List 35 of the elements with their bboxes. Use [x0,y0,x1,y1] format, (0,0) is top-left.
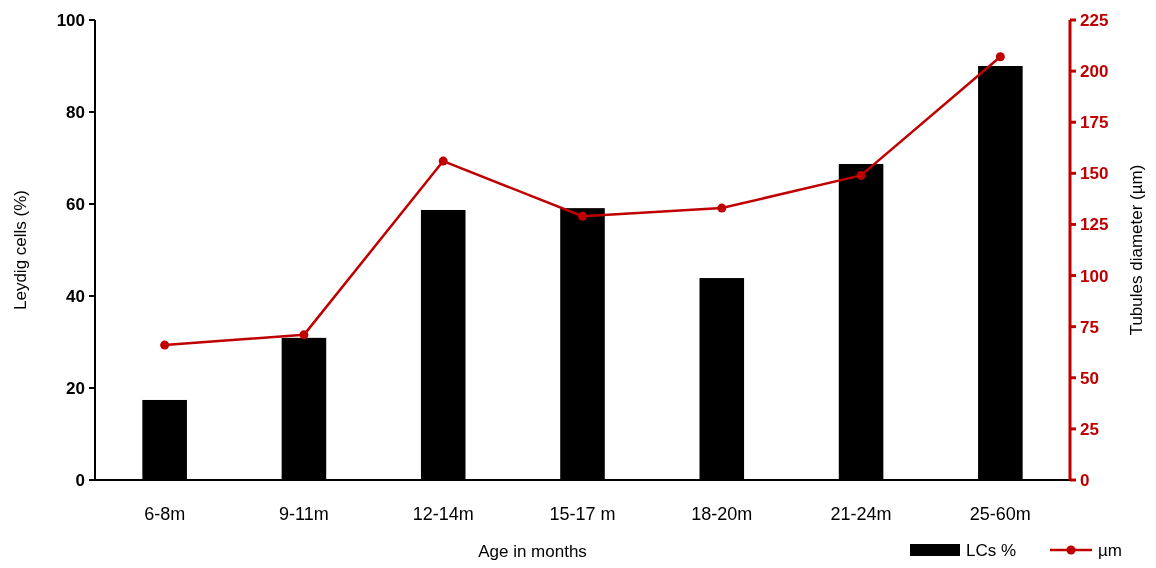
y2-tick-label: 225 [1080,10,1109,30]
x-tick-label: 6-8m [144,504,186,524]
point [160,340,170,350]
point [438,156,448,166]
x-axis-title: Age in months [478,542,587,561]
y2-tick-label: 50 [1080,368,1099,388]
y2-tick-label: 25 [1080,419,1099,439]
x-tick-label: 12-14m [412,504,474,524]
y-tick-label: 0 [75,470,85,490]
point [299,330,309,340]
y-tick-label: 40 [66,286,85,306]
y-tick-label: 60 [66,194,85,214]
y-tick-label: 80 [66,102,85,122]
point [578,211,587,221]
x-tick-label: 18-20m [691,504,753,524]
y2-axis-title: Tubules diameter (µm) [1127,164,1146,336]
point [717,203,727,213]
y-tick-label: 20 [66,378,85,398]
x-tick-label: 9-11m [279,504,329,524]
y2-tick-label: 0 [1080,470,1090,490]
y2-tick-label: 100 [1080,266,1109,286]
legend-label: µm [1098,540,1122,560]
y2-tick-label: 125 [1080,215,1109,235]
x-tick-label: 25-60m [969,504,1031,524]
y2-tick-label: 75 [1080,317,1099,337]
y2-tick-label: 150 [1080,164,1109,184]
point [995,52,1005,62]
legend-label: LCs % [966,540,1017,560]
y2-tick-label: 175 [1080,113,1109,133]
y2-tick-label: 200 [1080,62,1109,82]
y-axis-title: Leydig cells (%) [11,190,30,310]
point [856,170,866,180]
x-tick-label: 21-24m [830,504,892,524]
x-tick-label: 15-17 m [549,504,616,524]
y-tick-label: 100 [56,10,85,30]
